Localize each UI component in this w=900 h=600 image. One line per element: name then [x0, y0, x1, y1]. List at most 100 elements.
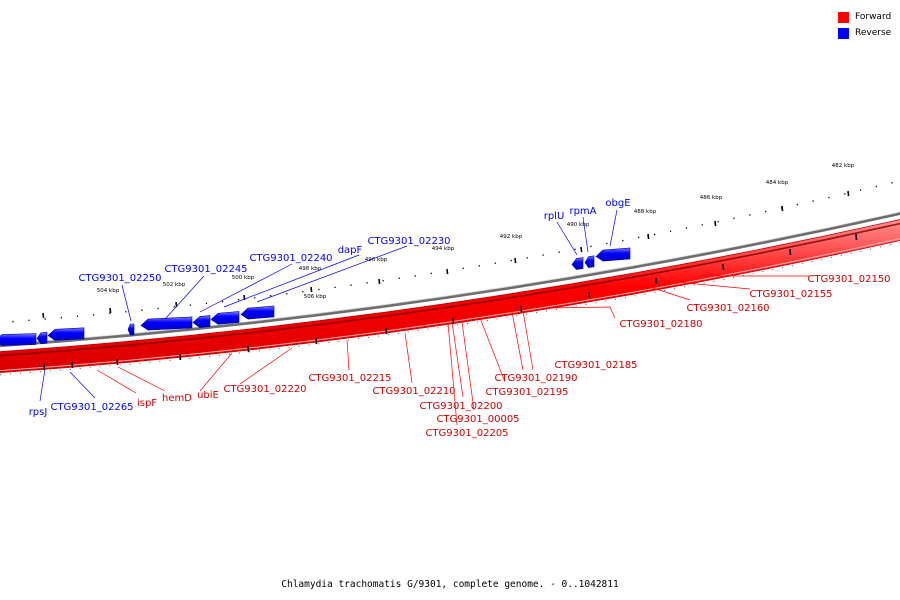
forward-callout-line [649, 286, 691, 301]
ruler-tick-label: 492 kbp [500, 234, 523, 240]
reverse-gene-arrow [47, 327, 85, 341]
reverse-gene-arrow [210, 311, 240, 325]
forward-callout-line [96, 369, 137, 394]
forward-callout-line [447, 322, 458, 426]
ruler-tick-label: 500 kbp [232, 275, 255, 281]
forward-gene-tick [655, 277, 658, 285]
forward-callout-line [511, 311, 524, 371]
ruler-tick-mark [42, 312, 45, 319]
ruler-tick-mark [580, 246, 583, 253]
forward-callout-line [522, 310, 534, 371]
forward-gene-label: CTG9301_02215 [308, 373, 391, 384]
forward-callout-line [675, 281, 751, 290]
ruler-tick-mark [847, 190, 850, 197]
ruler-tick-label: 486 kbp [700, 195, 723, 201]
reverse-gene-arrow [240, 305, 275, 320]
ruler-tick-label: 482 kbp [832, 163, 855, 169]
forward-gene-label: CTG9301_02195 [485, 387, 568, 398]
forward-gene-label: CTG9301_02190 [494, 373, 577, 384]
forward-callout-line [239, 347, 293, 385]
reverse-callout-line [256, 245, 408, 303]
forward-callout-line [117, 366, 166, 392]
forward-gene-label: CTG9301_02185 [554, 360, 637, 371]
reverse-gene-arrow [36, 331, 48, 345]
reverse-callout-line [165, 275, 205, 319]
forward-gene-tick [855, 233, 858, 241]
reverse-gene-label: rplU [544, 211, 565, 222]
forward-gene-label: CTG9301_02150 [807, 274, 890, 285]
legend-reverse-label: Reverse [855, 28, 892, 38]
ruler-tick-label: 484 kbp [766, 180, 789, 186]
ruler-tick-mark [446, 268, 449, 275]
ruler-tick-mark [378, 278, 381, 285]
forward-gene-label: ubiE [197, 390, 219, 401]
reverse-gene-label: dapF [338, 245, 363, 256]
forward-strand-inner-shadow [0, 222, 900, 357]
forward-gene-tick [520, 305, 523, 313]
ruler-tick-mark [714, 220, 717, 227]
reverse-callout-line [199, 263, 293, 313]
forward-gene-tick [385, 327, 388, 335]
ruler-tick-label: 490 kbp [567, 222, 590, 228]
forward-callout-line [404, 332, 413, 384]
reverse-gene-arrow [571, 257, 584, 270]
legend-forward-label: Forward [855, 12, 892, 22]
forward-gene-label: CTG9301_02210 [372, 386, 455, 397]
reverse-gene-label: CTG9301_02245 [164, 264, 247, 275]
reverse-gene-label: CTG9301_02265 [50, 402, 133, 413]
forward-gene-tick [247, 345, 250, 353]
forward-gene-label: CTG9301_00005 [436, 414, 519, 425]
legend: Forward Reverse [838, 9, 891, 41]
forward-swatch [838, 11, 849, 23]
ruler-tick-label: 502 kbp [163, 282, 186, 288]
reverse-gene-arrow [140, 316, 193, 331]
forward-gene-label: hemD [162, 393, 192, 404]
reverse-gene-arrow [584, 255, 595, 268]
backbone-line [0, 211, 900, 348]
forward-gene-label: CTG9301_02160 [686, 303, 769, 314]
legend-item-reverse: Reverse [838, 25, 891, 41]
ruler-tick-label: 494 kbp [432, 246, 455, 252]
reverse-callout-line [582, 216, 589, 253]
forward-gene-label: CTG9301_02220 [223, 384, 306, 395]
forward-callout-line [479, 317, 506, 383]
ruler-tick-label: 506 kbp [304, 294, 327, 300]
reverse-gene-label: CTG9301_02240 [249, 253, 332, 264]
forward-gene-label: CTG9301_02205 [425, 428, 508, 439]
forward-callout-line [199, 352, 233, 392]
ruler-tick-label: 504 kbp [97, 288, 120, 294]
forward-callout-line [547, 306, 616, 319]
backbone-highlight [0, 211, 900, 345]
reverse-callout-line [223, 254, 360, 308]
forward-gene-tick [789, 248, 792, 256]
forward-gene-label: CTG9301_02200 [419, 401, 502, 412]
forward-gene-label: CTG9301_02180 [619, 319, 702, 330]
reverse-gene-arrow [127, 323, 135, 336]
reverse-callout-line [609, 209, 618, 247]
reverse-callout-line [39, 368, 46, 402]
reverse-gene-label: obgE [605, 198, 630, 209]
reverse-gene-label: rpmA [569, 206, 596, 217]
ruler-tick-label: 498 kbp [299, 266, 322, 272]
forward-gene-tick [588, 291, 591, 299]
forward-callout-line [451, 321, 464, 398]
reverse-callout-line [121, 284, 132, 322]
reverse-gene-label: rpsJ [29, 407, 48, 418]
forward-strand-band [0, 219, 900, 374]
reverse-swatch [838, 27, 849, 39]
reverse-callouts: rpsJ CTG9301_02265CTG9301_02250CTG9301_02… [29, 198, 631, 418]
forward-callout-line [346, 339, 350, 371]
forward-gene-label: CTG9301_02155 [749, 289, 832, 300]
reverse-genes [0, 247, 631, 346]
reverse-callout-line [69, 371, 96, 399]
legend-item-forward: Forward [838, 9, 891, 25]
forward-gene-tick [452, 317, 455, 325]
forward-callout-line [461, 321, 475, 411]
ruler-tick-mark [781, 205, 784, 212]
reverse-gene-label: CTG9301_02250 [78, 273, 161, 284]
forward-gene-tick [722, 263, 725, 271]
ruler-tick-mark [109, 307, 112, 314]
ruler-tick-mark [647, 233, 650, 240]
forward-gene-markers [43, 233, 858, 371]
